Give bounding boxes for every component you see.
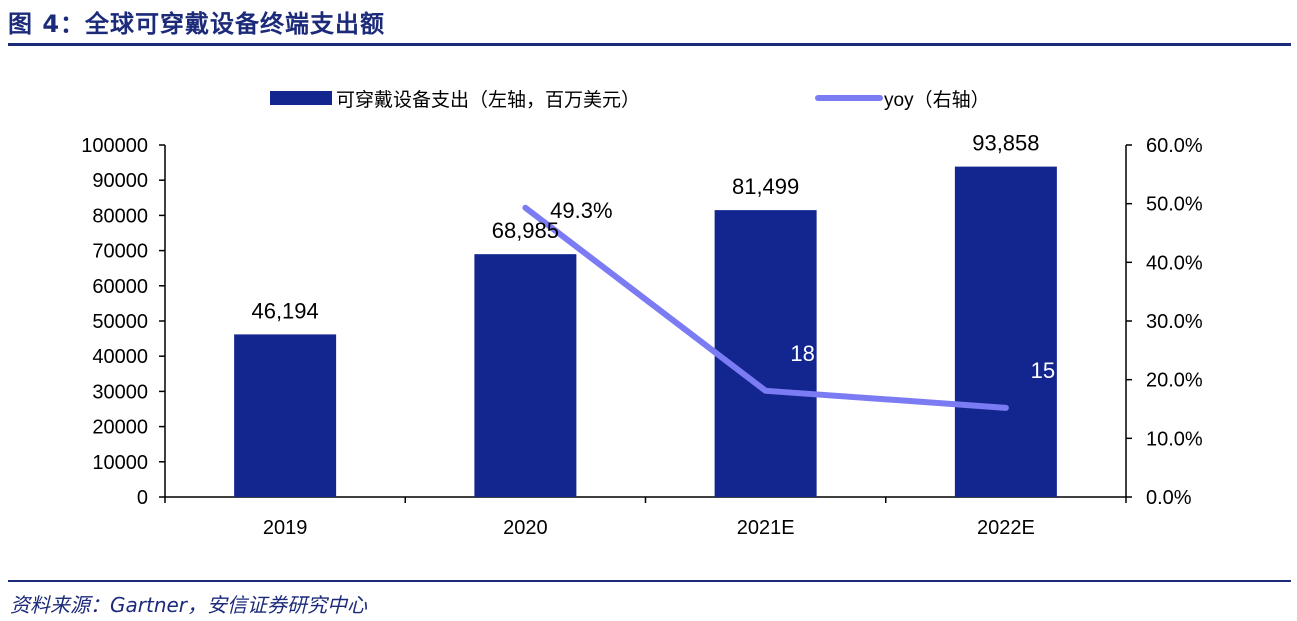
bar <box>714 210 817 497</box>
left-tick-label: 70000 <box>92 241 148 263</box>
right-tick-label: 20.0% <box>1146 370 1203 392</box>
bar <box>474 254 577 497</box>
yoy-value-label: 15.2% <box>1031 358 1093 383</box>
source-note: 资料来源：Gartner，安信证券研究中心 <box>10 593 368 617</box>
bar-value-label: 81,499 <box>732 174 799 199</box>
bar <box>234 334 337 497</box>
yoy-series <box>522 204 1009 411</box>
title-rule <box>8 43 1291 46</box>
right-tick-label: 10.0% <box>1146 428 1203 450</box>
data-labels: 46,194 68,985 81,499 93,858 49.3% 18.1% 15.2% <box>251 131 1093 383</box>
x-tick-label: 2020 <box>503 517 548 539</box>
legend-line-label: yoy（右轴） <box>884 89 990 111</box>
yoy-value-label: 18.1% <box>790 341 852 366</box>
chart-axes: 0 10000 20000 30000 40000 50000 60000 70000 8000… <box>81 135 1203 539</box>
left-tick-label: 50000 <box>92 311 148 333</box>
right-tick-label: 60.0% <box>1146 135 1203 157</box>
bar <box>954 166 1057 497</box>
yoy-line <box>522 204 1009 411</box>
left-tick-label: 40000 <box>92 346 148 368</box>
x-tick-label: 2019 <box>263 517 308 539</box>
x-tick-label: 2021E <box>737 517 795 539</box>
right-tick-label: 0.0% <box>1146 487 1192 509</box>
left-tick-label: 80000 <box>92 205 148 227</box>
bar-value-label: 46,194 <box>251 298 318 323</box>
right-tick-label: 50.0% <box>1146 194 1203 216</box>
bar-value-label: 93,858 <box>972 131 1039 156</box>
left-tick-label: 30000 <box>92 381 148 403</box>
yoy-value-label: 49.3% <box>550 198 612 223</box>
legend-bar-label: 可穿戴设备支出（左轴，百万美元） <box>336 89 640 111</box>
figure-title: 图 4：全球可穿戴设备终端支出额 <box>8 10 386 38</box>
x-tick-label: 2022E <box>977 517 1035 539</box>
right-tick-label: 30.0% <box>1146 311 1203 333</box>
left-tick-label: 10000 <box>92 452 148 474</box>
right-tick-label: 40.0% <box>1146 252 1203 274</box>
left-tick-label: 100000 <box>81 135 148 157</box>
left-tick-label: 0 <box>137 487 148 509</box>
chart-legend: 可穿戴设备支出（左轴，百万美元） yoy（右轴） <box>270 89 990 111</box>
left-tick-label: 60000 <box>92 276 148 298</box>
left-tick-label: 20000 <box>92 417 148 439</box>
left-tick-label: 90000 <box>92 170 148 192</box>
bar-value-label: 68,985 <box>492 218 559 243</box>
footer-rule <box>8 580 1291 582</box>
bar-series <box>234 166 1057 497</box>
legend-bar-swatch <box>270 91 332 105</box>
